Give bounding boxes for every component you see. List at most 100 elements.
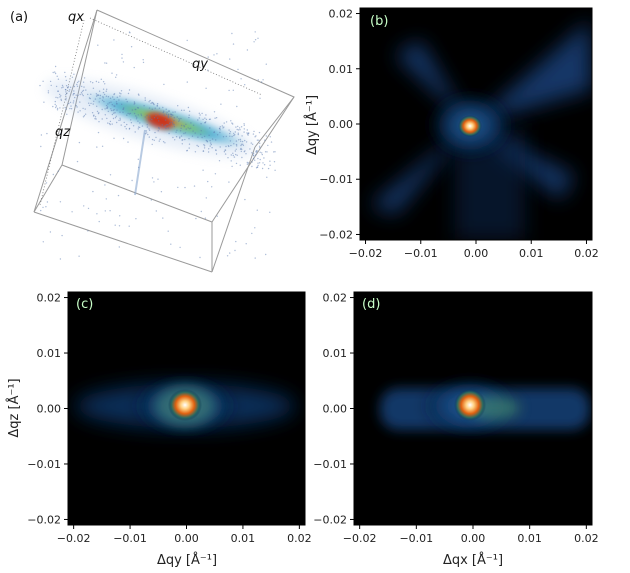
panel-a-scatter-point [163, 110, 165, 112]
panel-a-scatter-point [114, 224, 116, 226]
panel-d-y-ticks: 0.02 0.01 0.00 −0.01 −0.02 [313, 292, 354, 526]
panel-a-scatter-point [214, 173, 217, 175]
panel-c-heatmap [75, 376, 295, 436]
panel-a-scatter-point [112, 96, 114, 98]
panel-a-scatter-point [114, 117, 117, 119]
panel-a-scatter-point [68, 90, 70, 93]
panel-a-scatter-point [228, 181, 230, 183]
panel-a-scatter-point [146, 132, 148, 134]
panel-a-scatter-point [88, 102, 90, 104]
panel-a-scatter-point [230, 154, 232, 156]
panel-a-scatter-point [155, 115, 157, 117]
panel-a-scatter-point [203, 135, 206, 138]
panel-a-scatter-point [102, 91, 105, 94]
panel-a-scatter-point [59, 258, 62, 260]
panel-a-scatter-point [136, 107, 139, 109]
panel-a-scatter-point [148, 136, 150, 138]
panel-a-scatter-point [140, 113, 142, 115]
panel-a-scatter-point [104, 83, 106, 85]
panel-a-scatter-point [196, 144, 198, 147]
panel-a-scatter-point [112, 117, 115, 120]
panel-a-scatter-point [87, 230, 89, 232]
panel-a-scatter-point [69, 89, 71, 91]
panel-a-scatter-point [158, 120, 160, 122]
panel-a-scatter-point [185, 123, 187, 126]
panel-a-scatter-point [75, 94, 77, 96]
panel-a-scatter-point [174, 111, 176, 113]
panel-a-scatter-point [120, 90, 123, 92]
panel-a-scatter-point [160, 191, 163, 193]
panel-a-scatter-point [247, 162, 250, 164]
panel-a-scatter-point [226, 255, 229, 257]
panel-a-scatter-point [235, 162, 238, 165]
panel-a-scatter-point [60, 98, 62, 101]
panel-a-scatter-point [59, 93, 61, 96]
panel-c: (c) −0.02 −0.01 0.00 0.01 0.02 0.020.010.00−… [6, 291, 312, 568]
panel-a-scatter-point [74, 96, 76, 99]
panel-a-scatter-point [70, 105, 72, 107]
panel-a-scatter-point [52, 71, 54, 74]
panel-a-scatter-point [167, 124, 169, 126]
panel-a-scatter-point [137, 93, 140, 95]
panel-a-scatter-point [144, 99, 146, 101]
panel-a-scatter-point [171, 121, 173, 124]
panel-a-scatter-point [113, 98, 115, 101]
panel-a-scatter-point [242, 144, 245, 147]
panel-a-scatter-point [222, 127, 224, 129]
panel-a-scatter-point [256, 139, 259, 141]
panel-a-scatter-point [157, 178, 159, 180]
panel-a-scatter-point [187, 106, 190, 109]
panel-a-scatter-point [106, 106, 109, 108]
panel-a-scatter-point [252, 157, 255, 160]
panel-a-scatter-point [168, 110, 170, 112]
panel-a-scatter-point [158, 107, 161, 109]
panel-a-scatter-point [45, 182, 48, 184]
panel-a-scatter-point [156, 103, 159, 105]
panel-a-scatter-point [175, 131, 177, 133]
panel-a-scatter-point [197, 136, 199, 138]
panel-a-scatter-point [246, 129, 248, 131]
panel-a-scatter-point [98, 90, 101, 92]
panel-a-scatter-point [244, 84, 246, 86]
panel-a-scatter-point [216, 215, 218, 217]
panel-a-scatter-point [69, 101, 72, 104]
panel-a-scatter-point [57, 170, 59, 172]
panel-a-scatter-point [266, 176, 268, 178]
panel-a-scatter-point [56, 109, 59, 111]
panel-a-scatter-point [269, 211, 271, 213]
panel-a-scatter-point [186, 149, 188, 152]
panel-a-scatter-point [46, 201, 49, 203]
panel-a-scatter-point [232, 152, 234, 154]
panel-a-scatter-point [76, 83, 78, 86]
panel_c-x-tick-label: 0.01 [231, 532, 256, 545]
panel-a-scatter-point [117, 194, 120, 197]
panel-a-scatter-point [248, 132, 250, 134]
panel-a-scatter-point [240, 78, 242, 80]
panel_b-x-tick-label: 0.01 [519, 247, 544, 260]
panel-a-scatter-point [151, 177, 154, 179]
panel-a-scatter-point [244, 198, 246, 201]
panel-a-scatter-point [205, 118, 208, 121]
panel-a-scatter-point [141, 125, 144, 127]
panel-a-scatter-point [253, 41, 255, 43]
panel-a-scatter-point [258, 162, 261, 164]
panel-a-scatter-point [98, 121, 100, 123]
panel-a-scatter-point [179, 130, 182, 132]
panel-a-scatter-point [133, 112, 136, 115]
panel-a-scatter-point [109, 210, 111, 212]
panel-a-scatter-point [158, 140, 160, 142]
panel-a-scatter-point [246, 132, 248, 134]
panel-a-scatter-point [232, 154, 234, 157]
panel-a-scatter-point [162, 111, 164, 114]
panel-a-scatter-point [122, 111, 124, 114]
panel-a-scatter-point [105, 198, 108, 200]
panel-a-scatter-point [230, 160, 232, 162]
panel-a-scatter-point [137, 158, 139, 160]
panel-a-scatter-point [164, 142, 166, 144]
panel-a-scatter-point [90, 102, 92, 105]
panel-a-scatter-point [235, 140, 238, 142]
panel-a-scatter-point [255, 151, 257, 154]
panel-a-scatter-point [95, 93, 98, 95]
panel-a-scatter-point [204, 117, 206, 119]
panel-a-scatter-point [243, 123, 245, 125]
